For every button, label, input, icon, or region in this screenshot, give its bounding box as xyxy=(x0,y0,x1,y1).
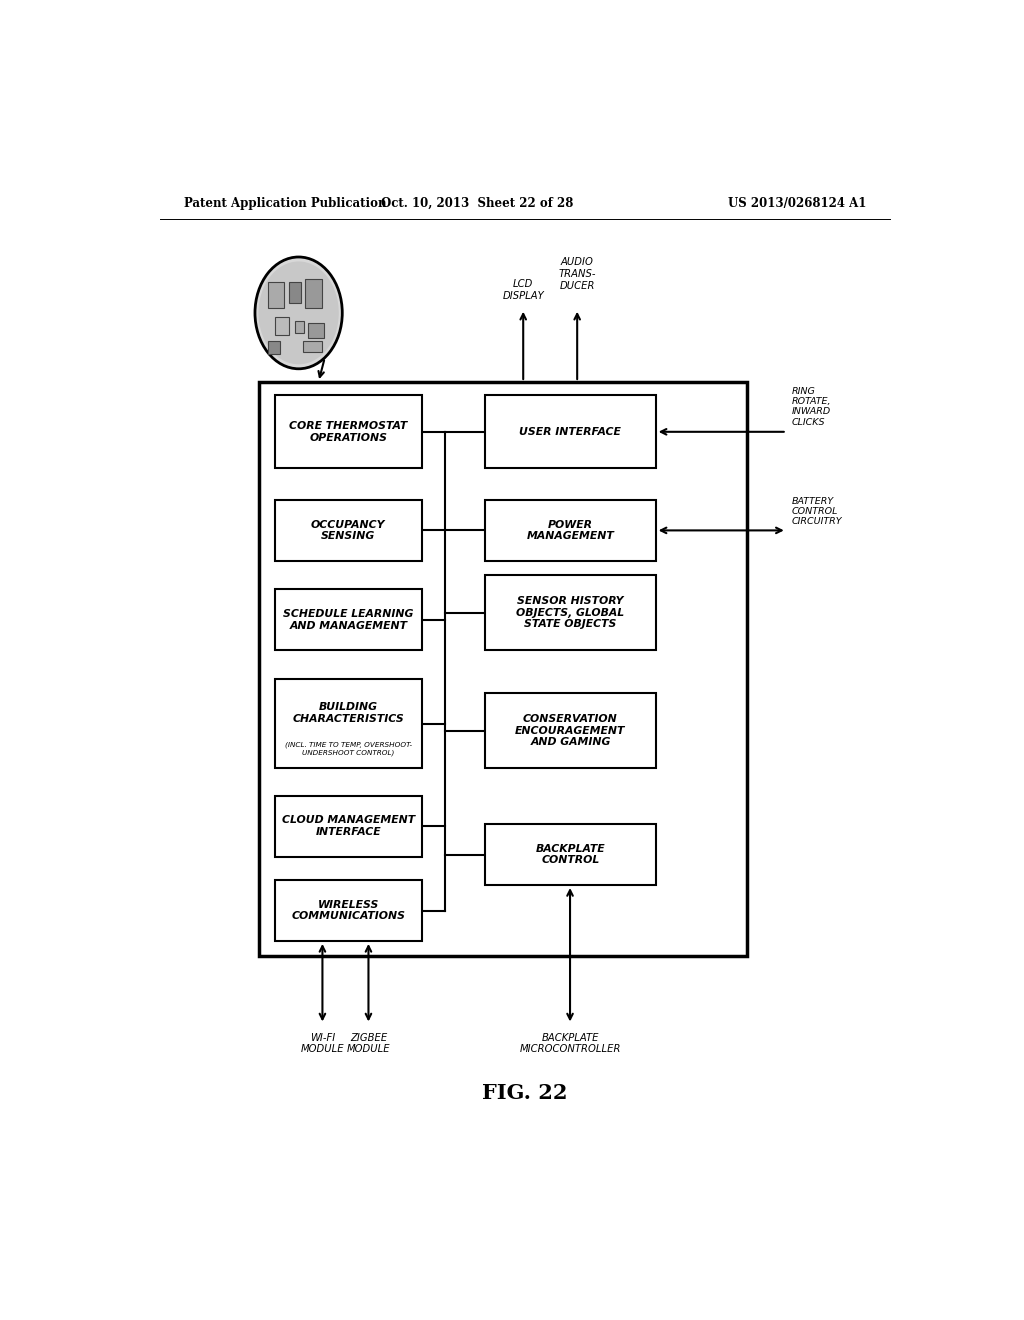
Text: POWER
MANAGEMENT: POWER MANAGEMENT xyxy=(526,520,614,541)
Bar xyxy=(295,321,304,333)
Text: SCHEDULE LEARNING
AND MANAGEMENT: SCHEDULE LEARNING AND MANAGEMENT xyxy=(283,609,414,631)
Text: ZIGBEE
MODULE: ZIGBEE MODULE xyxy=(347,1032,390,1055)
Text: BACKPLATE
CONTROL: BACKPLATE CONTROL xyxy=(536,843,605,866)
Bar xyxy=(274,500,422,561)
Text: USER INTERFACE: USER INTERFACE xyxy=(519,426,622,437)
Circle shape xyxy=(258,261,339,364)
Text: Patent Application Publication: Patent Application Publication xyxy=(183,197,386,210)
Text: BATTERY
CONTROL
CIRCUITRY: BATTERY CONTROL CIRCUITRY xyxy=(792,496,842,527)
Bar xyxy=(308,323,324,338)
Text: (INCL. TIME TO TEMP, OVERSHOOT-
UNDERSHOOT CONTROL): (INCL. TIME TO TEMP, OVERSHOOT- UNDERSHO… xyxy=(285,742,412,755)
Bar xyxy=(274,678,422,768)
Circle shape xyxy=(255,257,342,368)
Bar xyxy=(485,576,655,651)
Bar xyxy=(274,317,289,335)
Text: Oct. 10, 2013  Sheet 22 of 28: Oct. 10, 2013 Sheet 22 of 28 xyxy=(381,197,573,210)
Bar xyxy=(485,824,655,886)
Bar xyxy=(305,280,323,308)
Bar xyxy=(268,282,285,308)
Bar xyxy=(259,381,748,956)
Text: CONSERVATION
ENCOURAGEMENT
AND GAMING: CONSERVATION ENCOURAGEMENT AND GAMING xyxy=(515,714,626,747)
Bar xyxy=(274,395,422,469)
Bar xyxy=(289,282,301,302)
Bar xyxy=(274,796,422,857)
Bar xyxy=(268,342,281,354)
Text: LCD
DISPLAY: LCD DISPLAY xyxy=(503,279,544,301)
Bar xyxy=(303,342,323,351)
Text: FIG. 22: FIG. 22 xyxy=(482,1084,567,1104)
Text: OCCUPANCY
SENSING: OCCUPANCY SENSING xyxy=(311,520,385,541)
Bar xyxy=(485,693,655,768)
Bar xyxy=(485,500,655,561)
Text: BUILDING
CHARACTERISTICS: BUILDING CHARACTERISTICS xyxy=(292,702,404,723)
Bar xyxy=(485,395,655,469)
Text: AUDIO
TRANS-
DUCER: AUDIO TRANS- DUCER xyxy=(558,257,596,290)
Bar xyxy=(274,880,422,941)
Text: WI-FI
MODULE: WI-FI MODULE xyxy=(301,1032,344,1055)
Bar xyxy=(274,589,422,651)
Text: WIRELESS
COMMUNICATIONS: WIRELESS COMMUNICATIONS xyxy=(291,900,406,921)
Text: SENSOR HISTORY
OBJECTS, GLOBAL
STATE OBJECTS: SENSOR HISTORY OBJECTS, GLOBAL STATE OBJ… xyxy=(516,597,625,630)
Text: RING
ROTATE,
INWARD
CLICKS: RING ROTATE, INWARD CLICKS xyxy=(792,387,830,426)
Text: CORE THERMOSTAT
OPERATIONS: CORE THERMOSTAT OPERATIONS xyxy=(289,421,408,442)
Text: BACKPLATE
MICROCONTROLLER: BACKPLATE MICROCONTROLLER xyxy=(519,1032,621,1055)
Text: CLOUD MANAGEMENT
INTERFACE: CLOUD MANAGEMENT INTERFACE xyxy=(282,816,415,837)
Text: US 2013/0268124 A1: US 2013/0268124 A1 xyxy=(728,197,866,210)
